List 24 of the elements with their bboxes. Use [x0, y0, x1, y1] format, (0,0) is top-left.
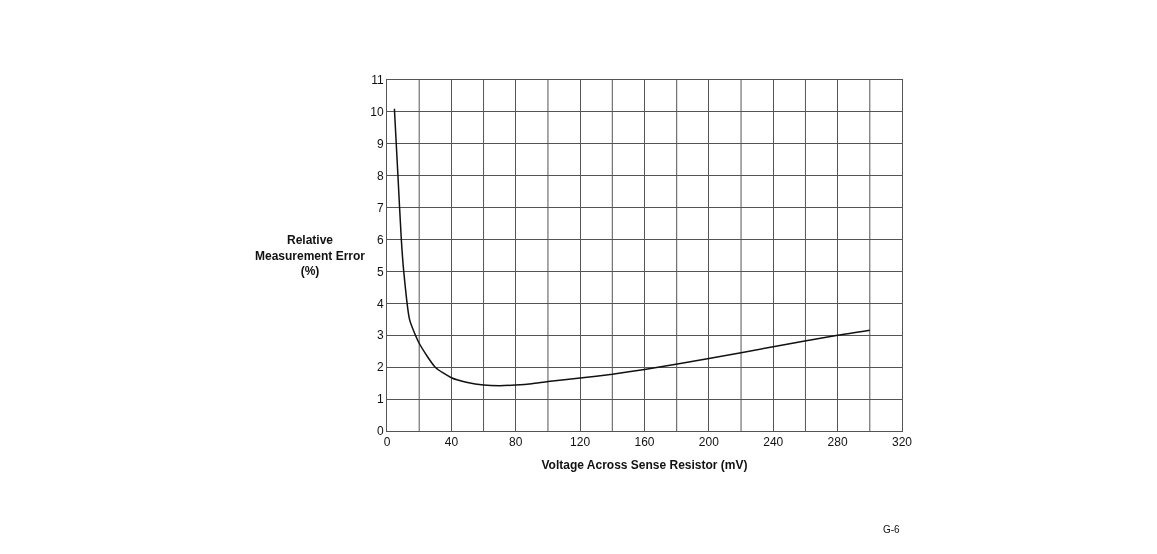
- y-tick-label: 8: [376, 168, 384, 183]
- y-tick-label: 5: [376, 264, 384, 279]
- x-tick-label: 120: [570, 435, 591, 450]
- x-tick-label: 280: [827, 435, 848, 450]
- x-tick-label: 160: [634, 435, 655, 450]
- line-series: [393, 107, 871, 387]
- x-tick-label: 40: [444, 435, 459, 450]
- text: G-6: [883, 524, 901, 535]
- x-tick-label: 200: [698, 435, 720, 450]
- y-tick-label: 9: [376, 137, 384, 152]
- y-tick-label: 11: [371, 73, 384, 88]
- x-tick-label: 320: [891, 435, 913, 450]
- x-tick-label: 80: [509, 435, 523, 450]
- y-axis-title: Relative Measurement Error (%): [255, 233, 366, 279]
- y-tick-label: 3: [376, 328, 384, 343]
- y-tick-label: 10: [370, 105, 384, 120]
- y-tick-label: 2: [376, 360, 384, 375]
- y-tick-label: 4: [376, 296, 384, 311]
- y-tick-label: 7: [376, 200, 384, 215]
- x-tick-label: 240: [763, 435, 784, 450]
- y-tick-label: 0: [376, 424, 384, 439]
- x-axis-title: Voltage Across Sense Resistor (mV): [541, 458, 748, 473]
- y-tick-label: 1: [376, 392, 384, 407]
- y-tick-label: 6: [376, 232, 384, 247]
